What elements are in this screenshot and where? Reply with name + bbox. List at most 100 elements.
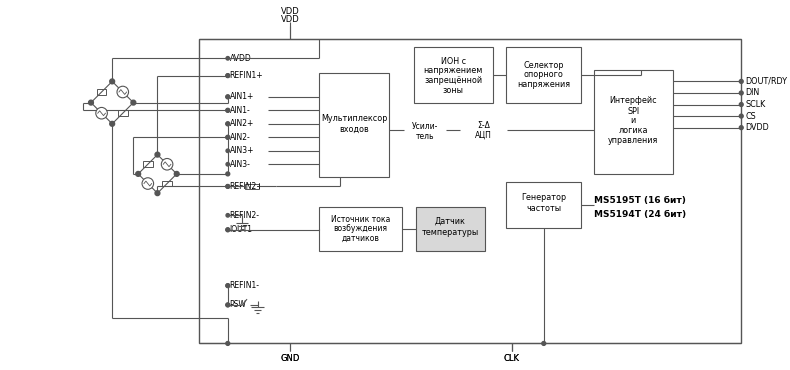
- Circle shape: [739, 80, 743, 83]
- Text: напряжением: напряжением: [423, 66, 483, 75]
- Text: AIN1+: AIN1+: [230, 92, 254, 101]
- Text: VDD: VDD: [281, 15, 299, 24]
- Text: температуры: температуры: [422, 228, 479, 237]
- Bar: [319, 207, 402, 251]
- Bar: [199, 39, 741, 343]
- Text: REFIN2+: REFIN2+: [230, 182, 263, 191]
- Text: Генератор: Генератор: [521, 192, 566, 202]
- Circle shape: [226, 149, 230, 152]
- Text: напряжения: напряжения: [517, 80, 570, 89]
- Text: CLK: CLK: [504, 354, 520, 363]
- Circle shape: [226, 95, 230, 98]
- Text: IOUT1: IOUT1: [230, 225, 253, 234]
- Circle shape: [226, 342, 230, 345]
- Circle shape: [226, 135, 230, 139]
- Text: частоты: частоты: [526, 204, 562, 213]
- Circle shape: [110, 121, 115, 126]
- Circle shape: [226, 57, 230, 60]
- Text: PSW: PSW: [230, 300, 246, 309]
- Circle shape: [226, 74, 230, 78]
- Text: DIN: DIN: [745, 88, 759, 97]
- Text: входов: входов: [339, 125, 369, 134]
- Circle shape: [226, 284, 230, 287]
- Text: SCLK: SCLK: [745, 100, 766, 109]
- Bar: [162, 181, 172, 186]
- Text: AIN1-: AIN1-: [230, 106, 250, 115]
- Circle shape: [155, 152, 160, 157]
- Text: DOUT/RDY: DOUT/RDY: [745, 77, 787, 86]
- Text: Селектор: Селектор: [524, 61, 564, 70]
- Circle shape: [226, 284, 230, 287]
- Bar: [143, 161, 152, 167]
- Circle shape: [226, 172, 230, 176]
- Circle shape: [161, 158, 173, 170]
- Text: Мультиплексор: Мультиплексор: [321, 114, 387, 124]
- Text: датчиков: датчиков: [342, 234, 380, 243]
- Text: CLK: CLK: [504, 354, 520, 363]
- Text: зоны: зоны: [442, 85, 464, 95]
- Circle shape: [155, 191, 160, 196]
- Text: Усили-: Усили-: [412, 122, 438, 131]
- Text: GND: GND: [280, 354, 300, 363]
- Text: Датчик: Датчик: [435, 216, 466, 226]
- Text: управления: управления: [608, 136, 659, 145]
- Circle shape: [226, 108, 230, 112]
- Text: MS5194T (24 бит): MS5194T (24 бит): [594, 210, 686, 219]
- Circle shape: [226, 135, 230, 139]
- Bar: [118, 110, 128, 116]
- Bar: [506, 47, 581, 102]
- Circle shape: [110, 79, 115, 84]
- Circle shape: [142, 178, 153, 189]
- Circle shape: [739, 102, 743, 107]
- Text: AIN2-: AIN2-: [230, 133, 250, 142]
- Circle shape: [226, 95, 230, 99]
- Text: CS: CS: [745, 112, 756, 121]
- Circle shape: [226, 108, 230, 112]
- Text: REFIN1-: REFIN1-: [230, 281, 260, 290]
- Circle shape: [131, 100, 136, 105]
- Text: Σ-Δ: Σ-Δ: [477, 121, 490, 130]
- Circle shape: [226, 185, 230, 188]
- Text: и: и: [630, 117, 636, 125]
- Text: DVDD: DVDD: [745, 123, 769, 132]
- Circle shape: [226, 303, 230, 307]
- Circle shape: [226, 228, 230, 232]
- Circle shape: [739, 114, 743, 118]
- Text: SPI: SPI: [627, 107, 639, 116]
- Circle shape: [226, 162, 230, 166]
- Text: возбуждения: возбуждения: [333, 224, 388, 233]
- Text: ИОН с: ИОН с: [441, 57, 466, 66]
- Bar: [506, 182, 581, 228]
- Text: MS5195T (16 бит): MS5195T (16 бит): [594, 196, 686, 205]
- Circle shape: [96, 107, 107, 119]
- Bar: [414, 47, 493, 102]
- Circle shape: [136, 171, 141, 176]
- Circle shape: [226, 122, 230, 125]
- Text: AIN2+: AIN2+: [230, 119, 254, 128]
- Circle shape: [226, 74, 230, 77]
- Circle shape: [542, 342, 546, 345]
- Circle shape: [226, 303, 230, 307]
- Text: тель: тель: [416, 132, 435, 141]
- Circle shape: [88, 100, 93, 105]
- Text: Интерфейс: Интерфейс: [610, 96, 657, 105]
- Bar: [594, 70, 673, 174]
- Circle shape: [739, 126, 743, 130]
- Bar: [416, 207, 485, 251]
- Circle shape: [226, 185, 230, 188]
- Bar: [96, 89, 107, 95]
- Text: АЦП: АЦП: [475, 131, 492, 140]
- Text: AVDD: AVDD: [230, 54, 251, 63]
- Circle shape: [739, 91, 743, 95]
- Text: опорного: опорного: [524, 70, 564, 79]
- Text: логика: логика: [619, 126, 648, 135]
- Text: VDD: VDD: [281, 7, 299, 16]
- Circle shape: [175, 171, 179, 176]
- Text: AIN3-: AIN3-: [230, 160, 250, 169]
- Bar: [319, 73, 389, 177]
- Text: REFIN1+: REFIN1+: [230, 71, 263, 80]
- Circle shape: [226, 213, 230, 217]
- Text: GND: GND: [280, 354, 300, 363]
- Circle shape: [226, 228, 230, 232]
- Circle shape: [117, 86, 129, 98]
